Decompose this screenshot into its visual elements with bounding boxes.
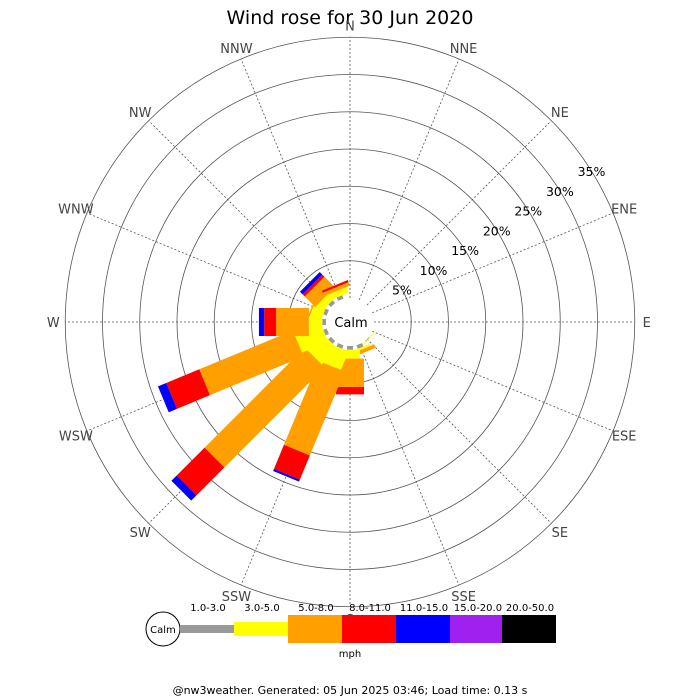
legend-calm-label: Calm bbox=[150, 625, 176, 636]
bar-sw-bin-3 bbox=[204, 347, 325, 468]
bar-wsw-bin-5 bbox=[157, 382, 177, 413]
legend-swatch-4 bbox=[342, 615, 396, 643]
direction-label-se: SE bbox=[552, 526, 568, 541]
spoke-ssw bbox=[240, 344, 342, 586]
spoke-nnw bbox=[240, 58, 342, 300]
legend-label-2: 3.0-5.0 bbox=[244, 603, 279, 614]
bar-s-bin-4 bbox=[336, 386, 364, 395]
unit-label: mph bbox=[339, 649, 361, 660]
direction-label-nne: NNE bbox=[450, 42, 478, 57]
legend-swatch-6 bbox=[450, 615, 502, 643]
ring-label-7: 35% bbox=[578, 164, 606, 179]
ring-label-3: 15% bbox=[451, 243, 479, 258]
ring-label-6: 30% bbox=[546, 184, 574, 199]
bar-sse-bin-1 bbox=[356, 343, 364, 349]
bar-nnw-bin-3 bbox=[322, 282, 351, 297]
bar-wsw-bin-3 bbox=[199, 330, 304, 396]
bar-nw-bin-5 bbox=[299, 271, 323, 295]
bar-se-bin-1 bbox=[364, 336, 370, 342]
bar-nnw-bin-4 bbox=[321, 280, 349, 293]
calm-label: Calm bbox=[334, 316, 367, 331]
spoke-se bbox=[366, 338, 552, 524]
bar-ssw-bin-5 bbox=[273, 468, 300, 482]
legend-label-1: 1.0-3.0 bbox=[190, 603, 225, 614]
legend-swatch-5 bbox=[396, 615, 450, 643]
bar-wsw-bin-1 bbox=[323, 328, 329, 336]
direction-label-n: N bbox=[345, 19, 355, 34]
bar-sw-bin-5 bbox=[171, 475, 197, 501]
legend-swatch-3 bbox=[288, 615, 342, 643]
ring-5 bbox=[139, 111, 561, 533]
ring-6 bbox=[102, 74, 598, 570]
bar-sw-bin-2 bbox=[307, 334, 338, 365]
spoke-nw bbox=[148, 120, 334, 306]
bar-ssw-bin-3 bbox=[283, 360, 345, 456]
ring-labels: 5% 10%15% 20%25% 30% 35% bbox=[392, 164, 605, 297]
direction-label-ne: NE bbox=[551, 106, 569, 121]
legend-swatch-2 bbox=[234, 622, 288, 636]
spoke-wnw bbox=[86, 212, 328, 314]
bar-s-bin-1 bbox=[347, 346, 353, 350]
ring-label-1: 5% bbox=[392, 283, 412, 298]
ring-label-5: 25% bbox=[514, 204, 542, 219]
bar-nnw-bin-2 bbox=[327, 287, 349, 301]
legend-label-4: 8.0-11.0 bbox=[349, 603, 391, 614]
direction-label-sse: SSE bbox=[451, 590, 476, 605]
bar-sw-bin-4 bbox=[176, 447, 225, 496]
direction-label-e: E bbox=[643, 316, 651, 331]
chart-title: Wind rose for 30 Jun 2020 bbox=[227, 7, 474, 29]
bar-se-bin-2 bbox=[360, 332, 376, 348]
legend-label-5: 11.0-15.0 bbox=[400, 603, 448, 614]
bar-w-bin-4 bbox=[264, 308, 277, 336]
direction-spokes bbox=[65, 37, 635, 607]
direction-label-ese: ESE bbox=[612, 430, 637, 445]
ring-3 bbox=[213, 185, 487, 459]
spoke-nne bbox=[358, 58, 460, 300]
bar-wsw-bin-4 bbox=[166, 369, 210, 409]
bar-w-bin-5 bbox=[258, 308, 265, 336]
ring-2 bbox=[251, 223, 449, 421]
direction-label-ssw: SSW bbox=[222, 590, 252, 605]
direction-label-nnw: NNW bbox=[220, 42, 252, 57]
direction-label-sw: SW bbox=[130, 526, 151, 541]
bar-nw-bin-4 bbox=[302, 274, 325, 297]
ring-label-4: 20% bbox=[483, 223, 511, 238]
bar-w-bin-3 bbox=[276, 308, 309, 336]
bar-nw-bin-1 bbox=[328, 300, 336, 308]
spoke-ene bbox=[372, 212, 614, 314]
legend-swatch-1 bbox=[180, 625, 234, 633]
bar-nnw-bin-1 bbox=[336, 295, 344, 301]
calm-circle bbox=[326, 298, 374, 346]
legend-swatch-7 bbox=[502, 615, 556, 643]
spoke-wsw bbox=[86, 330, 328, 432]
bar-ssw-bin-1 bbox=[336, 343, 344, 349]
direction-labels: NNNENEENEEESESESSESSSWSWWSWWWNWNWNNW bbox=[47, 19, 651, 628]
legend-label-6: 15.0-20.0 bbox=[454, 603, 502, 614]
spoke-ne bbox=[366, 120, 552, 306]
ring-label-2: 10% bbox=[420, 263, 448, 278]
direction-label-wsw: WSW bbox=[59, 430, 93, 445]
bar-sw-bin-1 bbox=[328, 336, 336, 344]
bar-s-bin-3 bbox=[336, 358, 364, 387]
spoke-sw bbox=[148, 338, 334, 524]
footer-text: @nw3weather. Generated: 05 Jun 2025 03:4… bbox=[173, 684, 528, 697]
bar-w-bin-1 bbox=[322, 319, 326, 325]
spoke-sse bbox=[358, 344, 460, 586]
legend: Calm 1.0-3.0 3.0-5.0 5.0-8.0 8.0-11.0 11.0-15… bbox=[145, 603, 556, 647]
wind-bars bbox=[157, 271, 376, 501]
direction-label-w: W bbox=[47, 316, 60, 331]
direction-label-nw: NW bbox=[129, 106, 152, 121]
bar-wnw-bin-1 bbox=[323, 308, 329, 316]
spoke-ese bbox=[372, 330, 614, 432]
direction-label-wnw: WNW bbox=[58, 202, 94, 217]
direction-label-ene: ENE bbox=[611, 202, 637, 217]
legend-label-7: 20.0-50.0 bbox=[506, 603, 554, 614]
bar-nw-bin-3 bbox=[304, 276, 336, 308]
legend-label-3: 5.0-8.0 bbox=[298, 603, 333, 614]
bar-ssw-bin-4 bbox=[273, 444, 310, 480]
